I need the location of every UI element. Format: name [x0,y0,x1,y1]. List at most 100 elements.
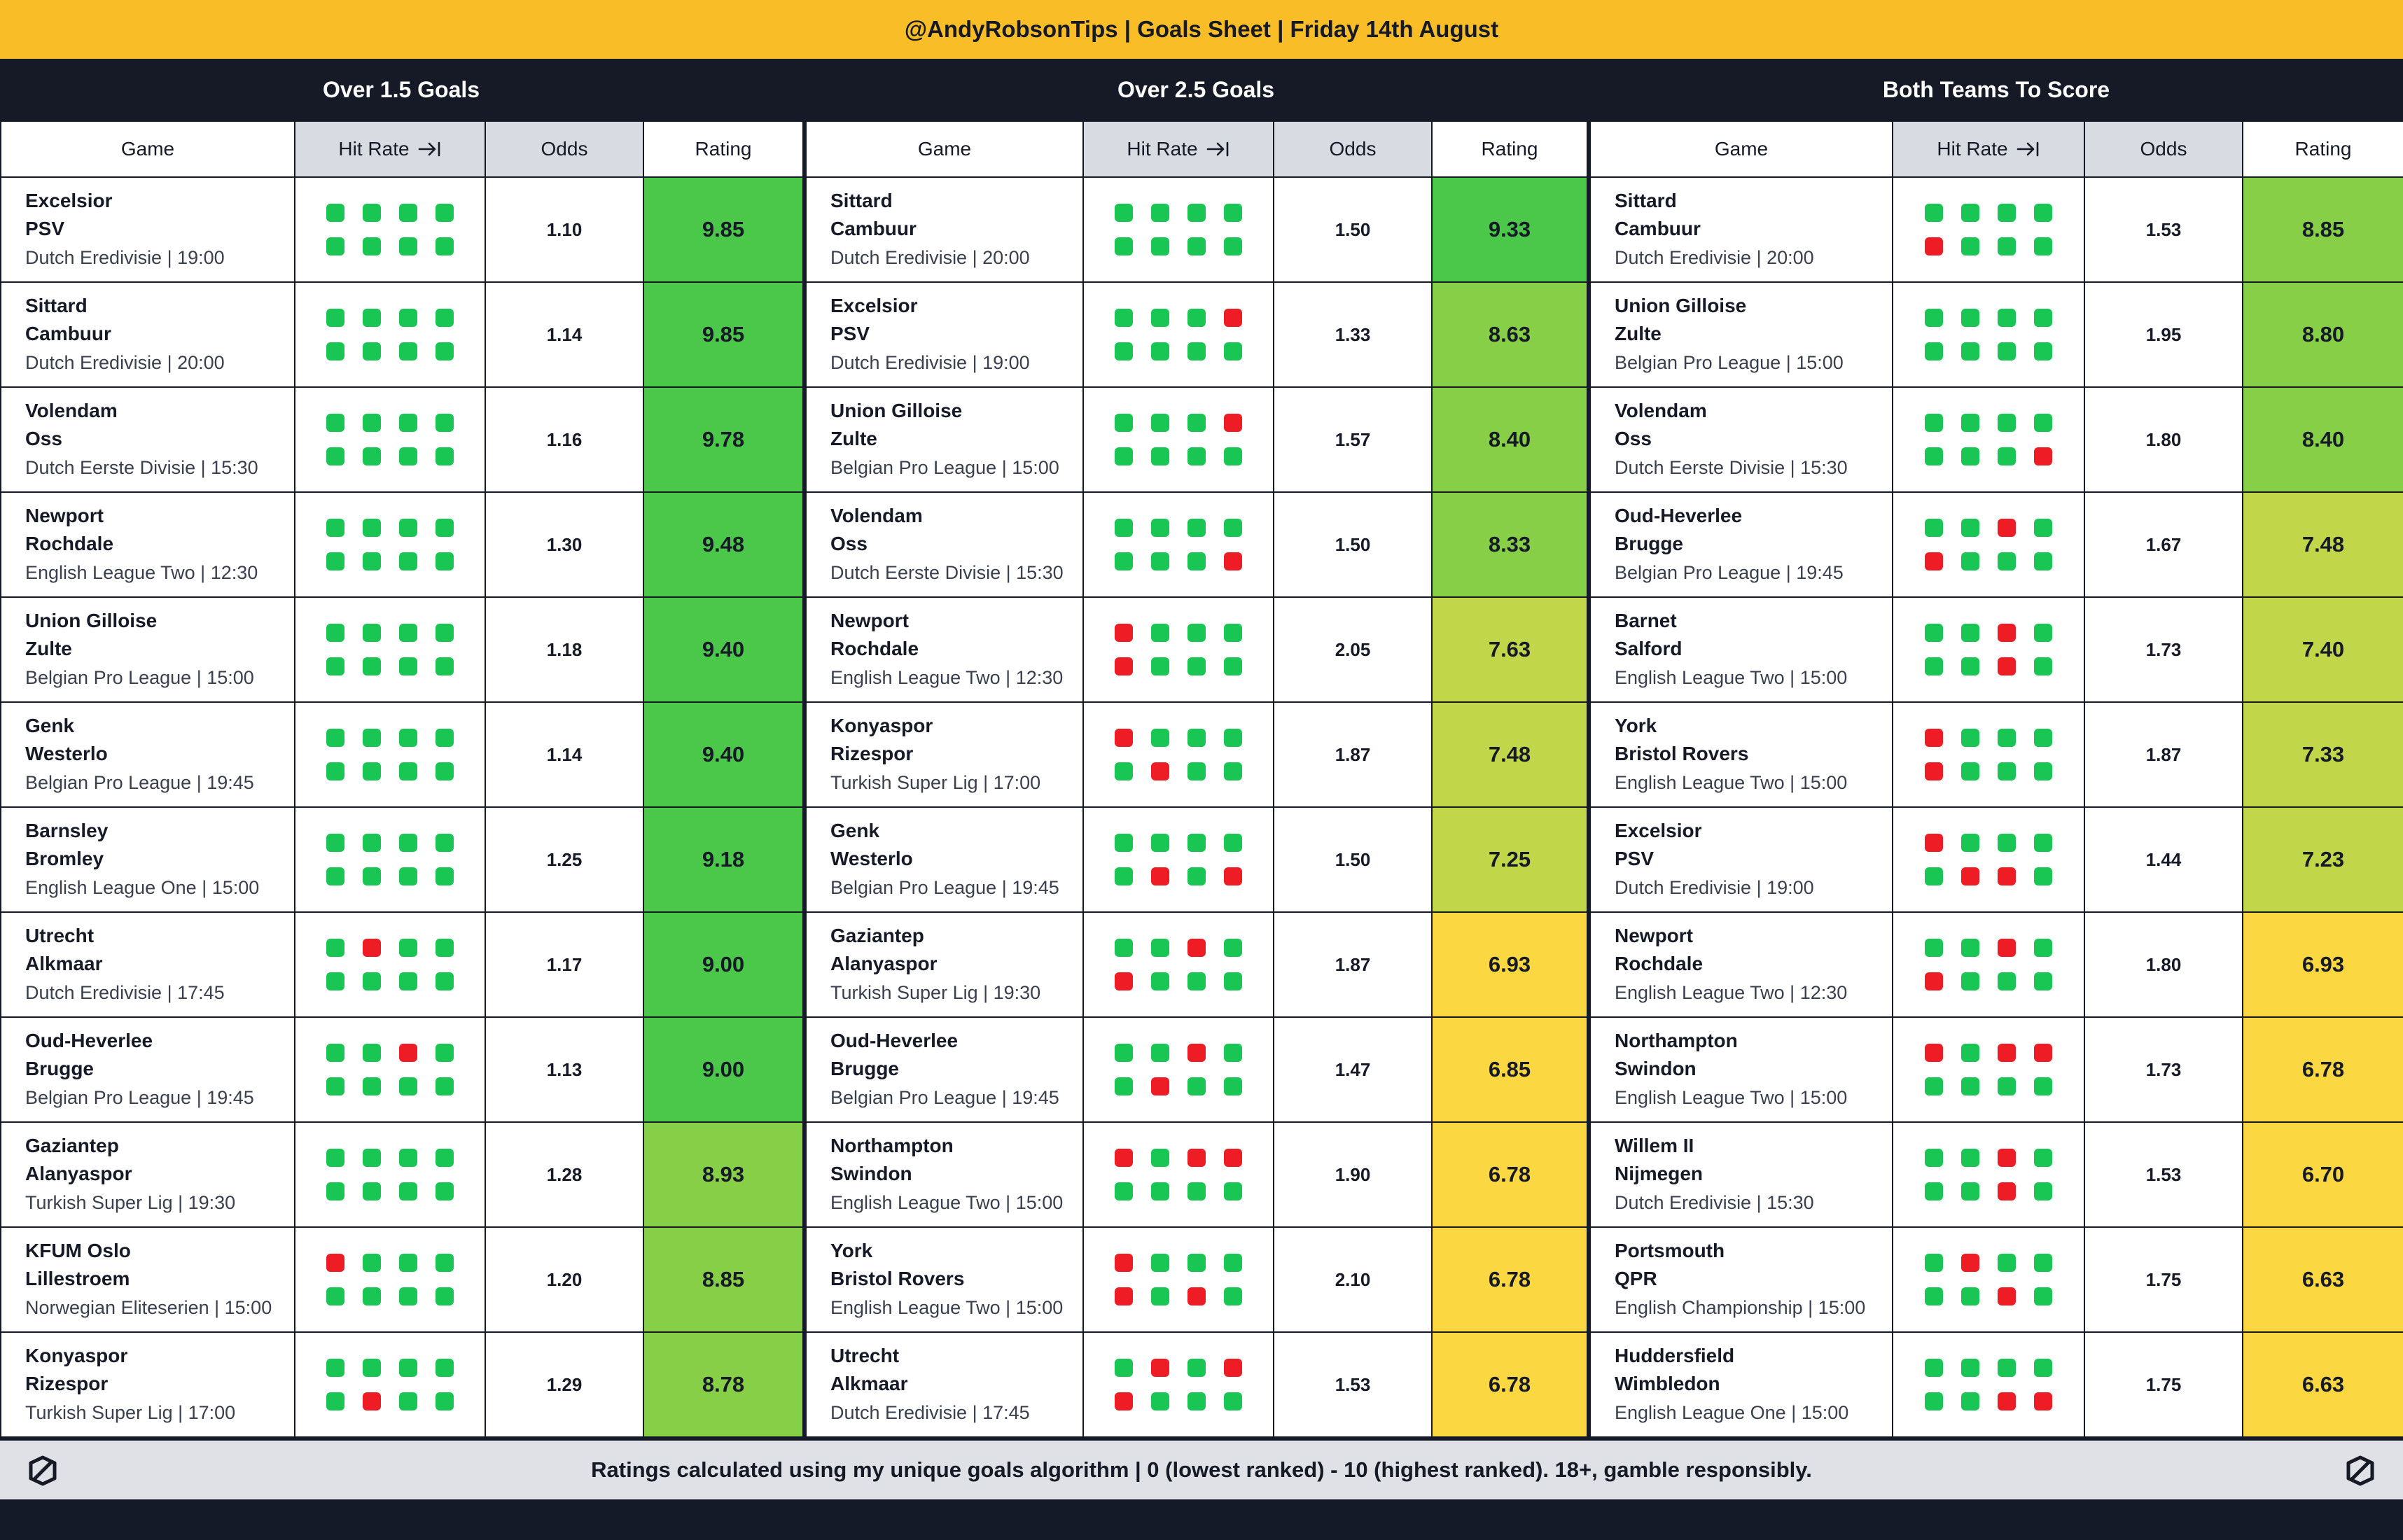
hit-rate-dots [295,624,485,676]
hit-marker [363,729,381,747]
away-team: Zulte [25,638,72,659]
table-row[interactable]: Newport Rochdale English League Two | 12:3… [0,491,804,598]
hit-marker [1998,1077,2016,1096]
rating-column-header[interactable]: Rating [2242,120,2403,178]
hit-rate-column-header[interactable]: Hit Rate [1082,120,1274,178]
game-cell: KFUM Oslo Lillestroem Norwegian Eliteserie… [0,1226,295,1333]
away-team: Rizespor [830,743,914,764]
hit-rate-cell [1892,1016,2085,1123]
odds-column-header[interactable]: Odds [1273,120,1433,178]
league-kickoff: Dutch Eredivisie | 20:00 [830,247,1030,268]
game-column-header[interactable]: Game [1589,120,1893,178]
hit-rate-column-header[interactable]: Hit Rate [294,120,486,178]
home-team: Barnsley [25,820,109,841]
table-row[interactable]: Excelsior PSV Dutch Eredivisie | 19:00 1.10… [0,176,804,283]
game-cell: Sittard Cambuur Dutch Eredivisie | 20:00 [0,281,295,388]
hit-marker [1224,342,1242,360]
hit-marker [399,447,417,465]
odds-value: 1.87 [2084,701,2243,808]
rating-column-header[interactable]: Rating [643,120,804,178]
table-row[interactable]: Volendam Oss Dutch Eerste Divisie | 15:30 1… [805,491,1588,598]
table-row[interactable]: Utrecht Alkmaar Dutch Eredivisie | 17:45 1.… [805,1331,1588,1438]
table-row[interactable]: Genk Westerlo Belgian Pro League | 19:45 1.… [805,806,1588,913]
hit-marker [1961,729,1979,747]
hit-marker [1187,729,1206,747]
table-row[interactable]: Union Gilloise Zulte Belgian Pro League | … [805,386,1588,493]
miss-marker [1115,657,1133,676]
hit-rate-dots [1084,414,1273,465]
table-row[interactable]: Sittard Cambuur Dutch Eredivisie | 20:00 1.… [805,176,1588,283]
hit-rate-dots [1084,309,1273,360]
table-row[interactable]: Newport Rochdale English League Two | 12:3… [805,596,1588,703]
hit-rate-cell [1892,491,2085,598]
hit-marker [436,867,454,886]
table-row[interactable]: Volendam Oss Dutch Eerste Divisie | 15:30 1… [1589,386,2403,493]
table-row[interactable]: Union Gilloise Zulte Belgian Pro League | … [0,596,804,703]
table-row[interactable]: Oud-Heverlee Brugge Belgian Pro League | 1… [805,1016,1588,1123]
table-row[interactable]: Konyaspor Rizespor Turkish Super Lig | 17:… [805,701,1588,808]
away-team: Swindon [830,1163,912,1184]
odds-column-header[interactable]: Odds [2084,120,2243,178]
game-cell: Barnsley Bromley English League One | 15:0… [0,806,295,913]
table-row[interactable]: Barnsley Bromley English League One | 15:0… [0,806,804,913]
table-row[interactable]: Union Gilloise Zulte Belgian Pro League | … [1589,281,2403,388]
hit-marker [436,309,454,327]
hit-marker [1224,204,1242,222]
hit-rate-column-header[interactable]: Hit Rate [1892,120,2085,178]
rating-value: 6.93 [2242,911,2403,1018]
hit-rate-dots [295,309,485,360]
table-row[interactable]: Portsmouth QPR English Championship | 15:0… [1589,1226,2403,1333]
hit-marker [1961,1149,1979,1167]
hit-marker [436,624,454,642]
hit-marker [399,1392,417,1410]
table-row[interactable]: Newport Rochdale English League Two | 12:3… [1589,911,2403,1018]
hit-marker [1224,447,1242,465]
game-column-header[interactable]: Game [0,120,295,178]
hit-marker [1925,447,1943,465]
table-row[interactable]: Oud-Heverlee Brugge Belgian Pro League | 1… [1589,491,2403,598]
game-cell: Barnet Salford English League Two | 15:00 [1589,596,1893,703]
table-row[interactable]: KFUM Oslo Lillestroem Norwegian Eliteserie… [0,1226,804,1333]
hit-rate-dots [1893,834,2084,886]
hit-marker [1961,657,1979,676]
game-cell: Portsmouth QPR English Championship | 15:0… [1589,1226,1893,1333]
table-row[interactable]: Huddersfield Wimbledon English League One … [1589,1331,2403,1438]
table-row[interactable]: York Bristol Rovers English League Two | 1… [805,1226,1588,1333]
hit-marker [1187,1077,1206,1096]
hit-marker [2034,1287,2052,1306]
hit-marker [2034,204,2052,222]
table-row[interactable]: Sittard Cambuur Dutch Eredivisie | 20:00 1.… [0,281,804,388]
hit-rate-cell [294,1226,486,1333]
miss-marker [1925,834,1943,852]
section-title: Both Teams To Score [1589,59,2403,120]
table-row[interactable]: Barnet Salford English League Two | 15:00 1… [1589,596,2403,703]
odds-value: 1.16 [485,386,644,493]
game-column-header[interactable]: Game [805,120,1084,178]
table-row[interactable]: Genk Westerlo Belgian Pro League | 19:45 1.… [0,701,804,808]
odds-column-header[interactable]: Odds [485,120,644,178]
table-row[interactable]: Volendam Oss Dutch Eerste Divisie | 15:30 1… [0,386,804,493]
hit-rate-dots [295,1044,485,1096]
table-row[interactable]: Willem II Nijmegen Dutch Eredivisie | 15:3… [1589,1121,2403,1228]
table-row[interactable]: Excelsior PSV Dutch Eredivisie | 19:00 1.44… [1589,806,2403,913]
table-row[interactable]: Northampton Swindon English League Two | 1… [1589,1016,2403,1123]
table-row[interactable]: Excelsior PSV Dutch Eredivisie | 19:00 1.33… [805,281,1588,388]
table-row[interactable]: Gaziantep Alanyaspor Turkish Super Lig | 1… [0,1121,804,1228]
hit-marker [399,657,417,676]
miss-marker [363,1392,381,1410]
table-row[interactable]: York Bristol Rovers English League Two | 1… [1589,701,2403,808]
table-row[interactable]: Sittard Cambuur Dutch Eredivisie | 20:00 1.… [1589,176,2403,283]
table-row[interactable]: Utrecht Alkmaar Dutch Eredivisie | 17:45 1.… [0,911,804,1018]
hit-marker [363,762,381,780]
rating-column-header[interactable]: Rating [1431,120,1588,178]
table-row[interactable]: Oud-Heverlee Brugge Belgian Pro League | 1… [0,1016,804,1123]
away-team: Alanyaspor [25,1163,132,1184]
hit-marker [326,939,344,957]
table-row[interactable]: Gaziantep Alanyaspor Turkish Super Lig | 1… [805,911,1588,1018]
hit-marker [2034,1359,2052,1377]
rating-value: 7.25 [1431,806,1588,913]
hit-marker [1925,1392,1943,1410]
hit-marker [1224,1254,1242,1272]
table-row[interactable]: Northampton Swindon English League Two | 1… [805,1121,1588,1228]
table-row[interactable]: Konyaspor Rizespor Turkish Super Lig | 17:… [0,1331,804,1438]
